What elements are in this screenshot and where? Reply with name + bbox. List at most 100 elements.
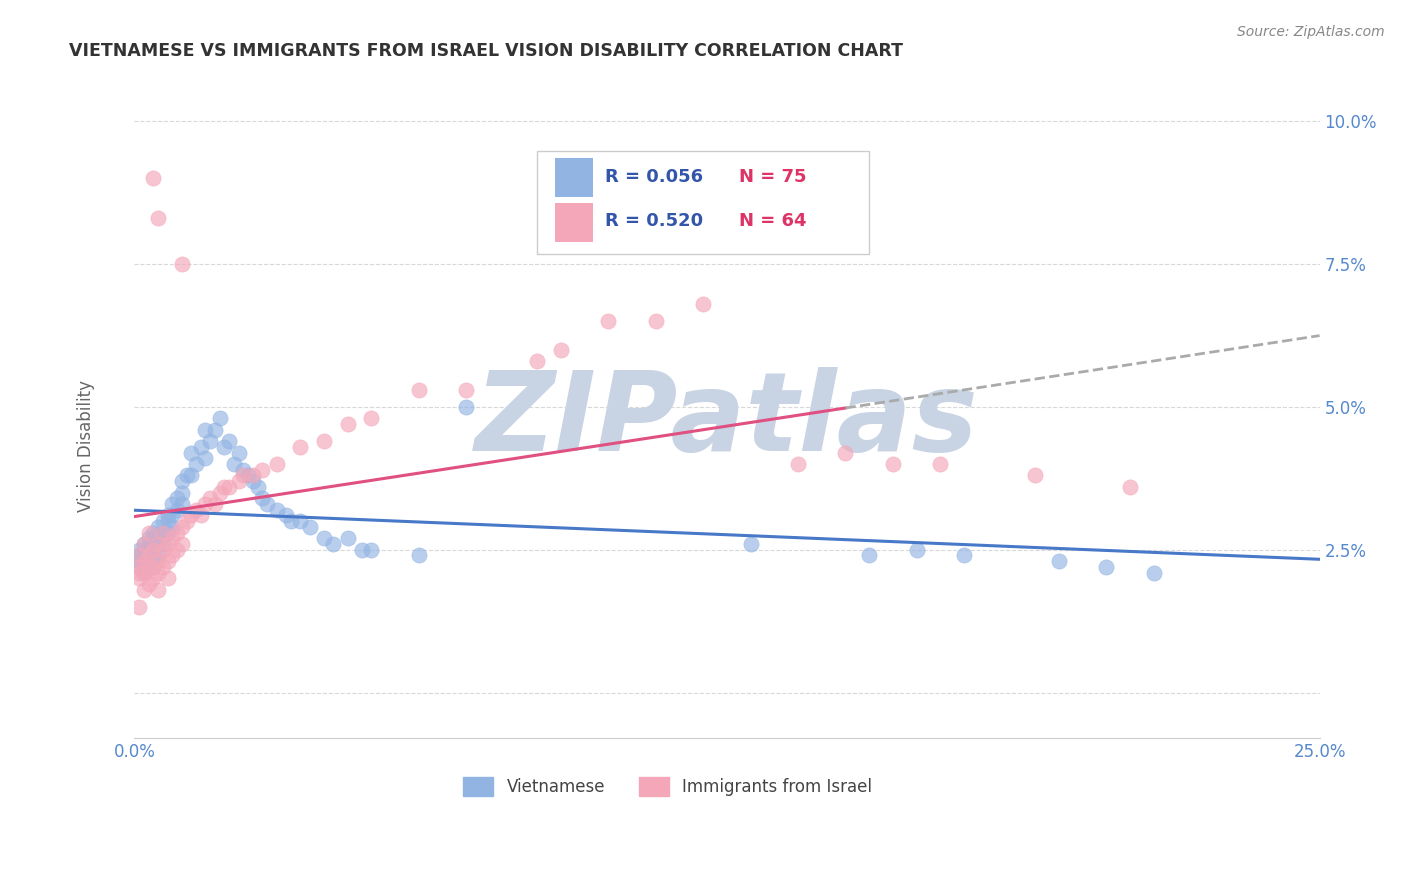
Point xyxy=(138,560,160,574)
Point xyxy=(170,520,193,534)
Point xyxy=(142,571,165,585)
Point xyxy=(156,537,179,551)
Point xyxy=(128,599,150,614)
Point xyxy=(274,508,297,523)
Point xyxy=(146,554,169,568)
Point xyxy=(128,542,150,557)
Point xyxy=(184,502,207,516)
Point xyxy=(204,423,226,437)
Point xyxy=(146,537,169,551)
Point xyxy=(200,434,222,449)
Point xyxy=(218,480,240,494)
Point xyxy=(162,531,184,545)
Point xyxy=(146,582,169,597)
Point xyxy=(128,560,150,574)
Text: VIETNAMESE VS IMMIGRANTS FROM ISRAEL VISION DISABILITY CORRELATION CHART: VIETNAMESE VS IMMIGRANTS FROM ISRAEL VIS… xyxy=(69,42,903,60)
Point xyxy=(128,549,150,563)
Point xyxy=(598,314,620,328)
Point xyxy=(176,468,198,483)
Point xyxy=(252,463,274,477)
Text: R = 0.056: R = 0.056 xyxy=(605,168,703,186)
Point xyxy=(228,445,250,459)
Point xyxy=(156,525,179,540)
FancyBboxPatch shape xyxy=(537,152,869,254)
Point xyxy=(1119,480,1142,494)
Point xyxy=(146,537,169,551)
Text: N = 75: N = 75 xyxy=(738,168,806,186)
Point xyxy=(156,514,179,528)
Point xyxy=(190,440,212,454)
Point xyxy=(336,417,359,431)
Point xyxy=(214,480,236,494)
Text: N = 64: N = 64 xyxy=(738,212,806,230)
Point xyxy=(858,549,880,563)
Point xyxy=(170,474,193,488)
Point xyxy=(180,508,202,523)
Point xyxy=(208,411,231,425)
Point xyxy=(322,537,344,551)
Point xyxy=(152,514,174,528)
Point xyxy=(142,542,165,557)
Point xyxy=(138,531,160,545)
Point xyxy=(142,560,165,574)
Point xyxy=(152,542,174,557)
Point xyxy=(128,566,150,580)
Point xyxy=(132,542,155,557)
Point xyxy=(184,457,207,471)
Point xyxy=(194,423,217,437)
Text: Vision Disability: Vision Disability xyxy=(77,380,96,512)
Point xyxy=(953,549,976,563)
Point xyxy=(290,440,312,454)
Point xyxy=(194,451,217,466)
Point xyxy=(132,554,155,568)
Point xyxy=(180,468,202,483)
Point xyxy=(194,497,217,511)
Point xyxy=(787,457,810,471)
Point xyxy=(222,457,245,471)
Point xyxy=(550,343,572,357)
Point xyxy=(408,383,430,397)
Point xyxy=(350,542,373,557)
Point xyxy=(162,520,184,534)
Point xyxy=(146,211,169,226)
Point xyxy=(128,571,150,585)
Point xyxy=(882,457,904,471)
Point xyxy=(152,537,174,551)
Point xyxy=(176,514,198,528)
Point xyxy=(218,434,240,449)
Text: ZIPatlas: ZIPatlas xyxy=(475,367,979,474)
Point xyxy=(232,463,254,477)
Point xyxy=(146,531,169,545)
Point xyxy=(142,542,165,557)
Point xyxy=(312,434,335,449)
Point xyxy=(408,549,430,563)
Text: Source: ZipAtlas.com: Source: ZipAtlas.com xyxy=(1237,25,1385,39)
Point xyxy=(132,582,155,597)
Point xyxy=(360,411,382,425)
Point xyxy=(644,314,666,328)
Point xyxy=(834,445,856,459)
Point xyxy=(156,571,179,585)
Point xyxy=(190,508,212,523)
Point xyxy=(142,549,165,563)
Point xyxy=(156,508,179,523)
Point xyxy=(142,531,165,545)
Point xyxy=(152,525,174,540)
Point xyxy=(132,537,155,551)
Point xyxy=(266,502,288,516)
Point xyxy=(138,560,160,574)
Point xyxy=(204,497,226,511)
Point xyxy=(1095,560,1118,574)
Point xyxy=(128,549,150,563)
Point xyxy=(162,549,184,563)
Point xyxy=(929,457,952,471)
Point xyxy=(146,549,169,563)
Point xyxy=(166,542,188,557)
Point xyxy=(128,560,150,574)
Point xyxy=(280,514,302,528)
Point xyxy=(146,520,169,534)
Point xyxy=(152,560,174,574)
Point xyxy=(228,474,250,488)
Point xyxy=(132,566,155,580)
Point xyxy=(156,554,179,568)
